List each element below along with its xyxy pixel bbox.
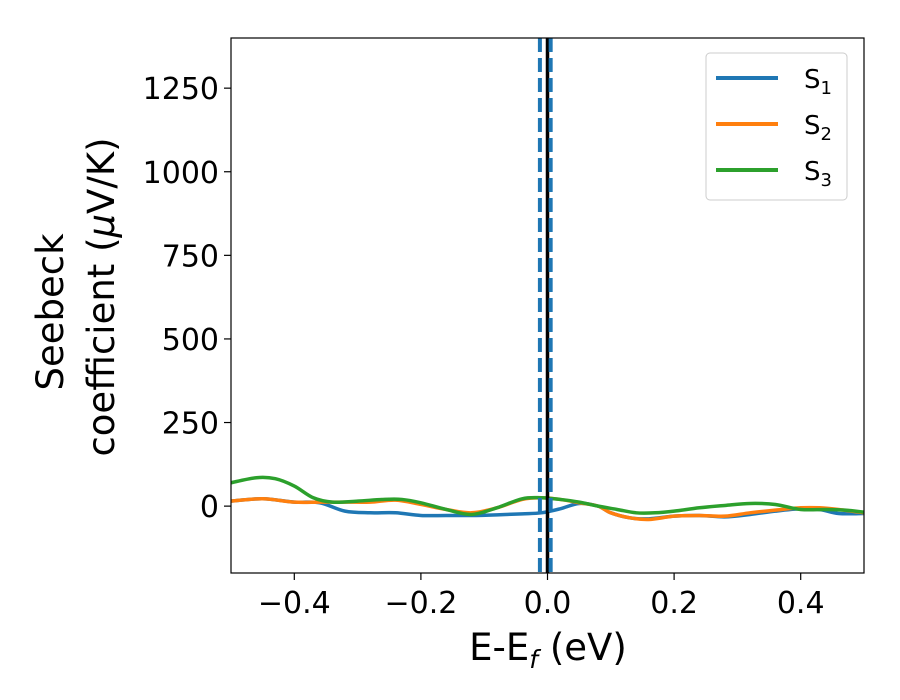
legend: S1 S2 S3 — [705, 52, 848, 201]
legend-label-s2: S2 — [804, 111, 832, 145]
y-tick-label: 250 — [162, 407, 219, 442]
x-tick-label: 0.0 — [524, 586, 572, 621]
y-axis-title-line1: Seebeck — [29, 233, 72, 391]
x-tick-label: −0.2 — [384, 586, 457, 621]
legend-label-s3: S3 — [804, 157, 832, 191]
series-group — [231, 38, 864, 573]
legend-label-s1: S1 — [804, 65, 832, 99]
y-tick-label: 1000 — [143, 156, 219, 191]
y-tick-label: 750 — [162, 239, 219, 274]
x-axis-title: E-Ef (eV) — [469, 626, 627, 674]
y-axis: 0 250 500 750 1000 1250 — [143, 72, 231, 525]
legend-box — [705, 52, 848, 201]
y-tick-label: 1250 — [143, 72, 219, 107]
y-axis-title-line2: coefficient (μV/K) — [80, 137, 123, 456]
y-tick-label: 0 — [200, 490, 219, 525]
x-axis: −0.4 −0.2 0.0 0.2 0.4 — [258, 573, 825, 621]
x-tick-label: 0.2 — [650, 586, 698, 621]
x-tick-label: 0.4 — [777, 586, 825, 621]
x-tick-label: −0.4 — [258, 586, 331, 621]
y-tick-label: 500 — [162, 323, 219, 358]
